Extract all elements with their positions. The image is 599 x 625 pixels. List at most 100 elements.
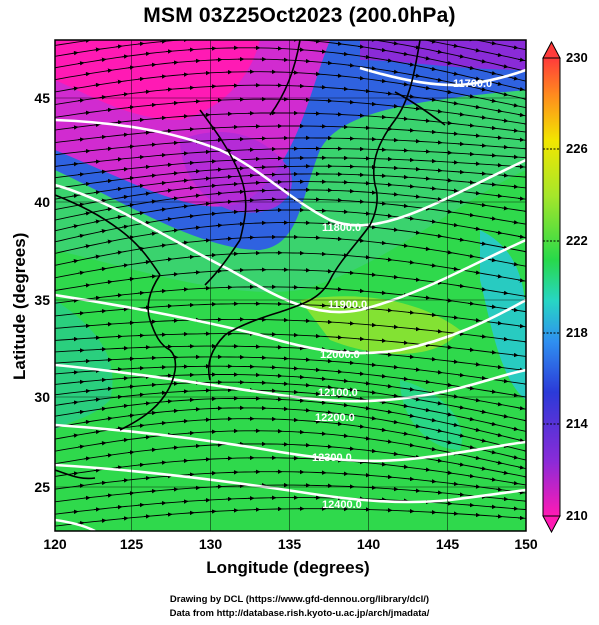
streamline <box>55 318 526 343</box>
wind-arrow <box>473 48 481 53</box>
wind-arrow <box>99 441 107 446</box>
wind-arrow <box>473 76 481 81</box>
contour-label: 12400.0 <box>322 499 362 511</box>
wind-arrow <box>523 249 526 255</box>
credit-drawing: Drawing by DCL (https://www.gfd-dennou.o… <box>169 594 430 605</box>
wind-arrow <box>369 448 377 454</box>
wind-arrow <box>121 132 129 137</box>
wind-arrow <box>385 257 393 262</box>
wind-arrow <box>165 217 173 222</box>
map-title: MSM 03Z25Oct2023 (200.0hPa) <box>143 4 456 27</box>
wind-arrow <box>137 423 145 428</box>
wind-arrow <box>336 19 342 20</box>
wind-arrow <box>479 287 487 292</box>
wind-arrow <box>137 117 145 123</box>
wind-arrow <box>523 448 526 454</box>
wind-arrow <box>479 241 487 246</box>
wind-arrow <box>385 439 393 444</box>
wind-arrow <box>105 68 113 73</box>
y-tick-label: 45 <box>34 90 50 106</box>
wind-arrow <box>115 119 123 125</box>
x-tick-label: 140 <box>357 536 381 552</box>
wind-arrow <box>127 175 135 181</box>
wind-arrow <box>429 312 437 318</box>
wind-arrow <box>358 22 364 23</box>
wind-arrow <box>467 386 475 391</box>
wind-arrow <box>143 51 151 57</box>
colorbar-tick-label: 214 <box>566 416 588 431</box>
wind-arrow <box>71 259 79 264</box>
wind-arrow <box>71 433 79 438</box>
wind-arrow <box>93 82 101 88</box>
wind-arrow <box>511 455 519 460</box>
wind-arrow <box>495 401 503 407</box>
x-axis-label: Longitude (degrees) <box>206 558 370 577</box>
wind-arrow <box>451 43 459 48</box>
wind-arrow <box>380 24 386 25</box>
wind-arrow <box>495 230 503 235</box>
wind-arrow <box>495 81 503 87</box>
wind-arrow <box>479 375 487 381</box>
wind-arrow <box>357 424 365 429</box>
wind-arrow <box>93 397 101 402</box>
wind-arrow <box>435 401 443 406</box>
wind-arrow <box>187 185 195 191</box>
x-tick-label: 135 <box>278 536 302 552</box>
x-tick-label: 130 <box>199 536 223 552</box>
streamline <box>55 381 526 422</box>
wind-arrow <box>187 254 195 260</box>
wind-arrow <box>401 116 409 122</box>
wind-arrow <box>122 26 128 27</box>
wind-arrow <box>357 75 365 81</box>
wind-arrow <box>193 193 201 198</box>
wind-arrow <box>501 470 509 475</box>
wind-arrow <box>445 440 453 445</box>
wind-arrow <box>451 481 459 487</box>
wind-arrow <box>115 465 123 470</box>
wind-arrow <box>137 154 145 160</box>
wind-arrow <box>379 373 387 379</box>
contour-label: 12000.0 <box>320 349 360 361</box>
wind-arrow <box>181 204 189 209</box>
wind-arrow <box>72 22 78 23</box>
wind-arrow <box>523 97 526 102</box>
streamline <box>55 407 526 452</box>
wind-arrow <box>511 352 519 358</box>
streamline <box>55 189 526 221</box>
wind-arrow <box>473 226 481 231</box>
wind-arrow <box>435 49 443 54</box>
wind-arrow <box>335 421 343 427</box>
wind-arrow <box>121 194 129 200</box>
wind-arrow <box>171 171 179 176</box>
map-gridlines <box>55 40 526 531</box>
wind-arrow <box>99 57 107 63</box>
wind-arrow <box>71 125 79 130</box>
wind-arrow <box>511 45 519 50</box>
wind-arrow <box>105 107 113 113</box>
wind-arrow <box>325 410 333 415</box>
y-tick-label: 25 <box>34 479 50 495</box>
wind-arrow <box>435 458 443 463</box>
wind-arrow <box>93 254 101 259</box>
wind-arrow <box>424 31 430 32</box>
wind-arrow <box>517 57 525 62</box>
wind-arrow <box>473 270 481 275</box>
wind-arrow <box>517 234 525 239</box>
wind-arrow <box>121 403 129 409</box>
wind-arrow <box>423 295 431 300</box>
wind-arrow <box>99 169 107 174</box>
wind-arrow <box>83 419 91 425</box>
wind-arrow <box>423 118 431 124</box>
wind-arrow <box>401 464 409 470</box>
wind-arrow <box>385 91 393 96</box>
wind-arrow <box>457 54 465 59</box>
wind-arrow <box>99 95 107 100</box>
wind-arrow <box>467 347 475 353</box>
wind-arrow <box>379 201 387 206</box>
wind-arrow <box>77 137 85 142</box>
wind-arrow <box>137 183 145 189</box>
streamline <box>55 58 526 100</box>
wind-arrow <box>209 211 217 217</box>
wind-arrow <box>467 94 475 99</box>
wind-arrow <box>489 389 497 394</box>
